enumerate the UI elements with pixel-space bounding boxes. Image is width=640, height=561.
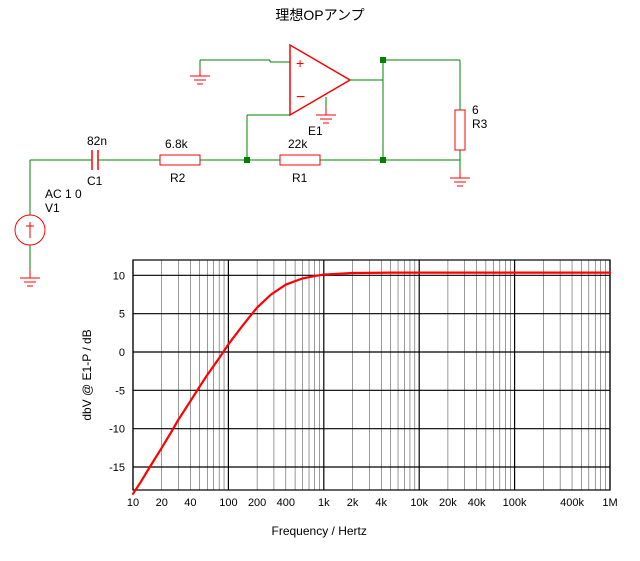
svg-text:-5: -5 [115,385,125,397]
page-title: 理想OPアンプ [275,7,364,23]
svg-text:C1: C1 [87,174,103,188]
svg-text:1k: 1k [318,497,330,509]
svg-text:10: 10 [113,270,125,282]
svg-text:400k: 400k [560,497,584,509]
svg-text:Frequency / Hertz: Frequency / Hertz [272,524,367,538]
svg-text:10k: 10k [410,497,428,509]
svg-text:-10: -10 [109,424,125,436]
figure-container: 理想OPアンプ AC 1 0V182nC16.8kR222kR16R3+−E1 … [0,0,640,561]
svg-text:+: + [296,55,304,71]
svg-text:0: 0 [119,347,125,359]
svg-text:40k: 40k [468,497,486,509]
svg-text:22k: 22k [288,137,308,151]
svg-text:400: 400 [277,497,295,509]
frequency-response-chart: -15 -10 -5 0 5 10 10 20 40 100 200 400 1k 2k 4k 10k 20k 4… [80,260,618,538]
svg-text:6: 6 [472,103,479,117]
svg-text:R3: R3 [472,117,488,131]
svg-text:200: 200 [248,497,266,509]
svg-text:82n: 82n [87,134,107,148]
svg-text:6.8k: 6.8k [165,137,189,151]
circuit-schematic: AC 1 0V1 82n C1 6.8k R2 22k R1 6R3 + − E1 [15,45,488,286]
svg-text:2k: 2k [347,497,359,509]
svg-text:E1: E1 [308,124,323,138]
svg-text:−: − [296,89,305,106]
svg-text:40: 40 [184,497,196,509]
svg-text:1M: 1M [602,497,617,509]
svg-text:V1: V1 [45,201,60,215]
svg-text:5: 5 [119,309,125,321]
svg-text:20: 20 [156,497,168,509]
svg-text:4k: 4k [375,497,387,509]
svg-text:AC 1 0: AC 1 0 [45,187,82,201]
svg-text:100k: 100k [503,497,527,509]
svg-text:R1: R1 [292,171,308,185]
svg-text:10: 10 [127,497,139,509]
svg-text:dbV @ E1-P / dB: dbV @ E1-P / dB [80,329,94,420]
svg-text:R2: R2 [170,171,186,185]
svg-text:-15: -15 [109,462,125,474]
svg-text:100: 100 [219,497,237,509]
svg-text:20k: 20k [439,497,457,509]
